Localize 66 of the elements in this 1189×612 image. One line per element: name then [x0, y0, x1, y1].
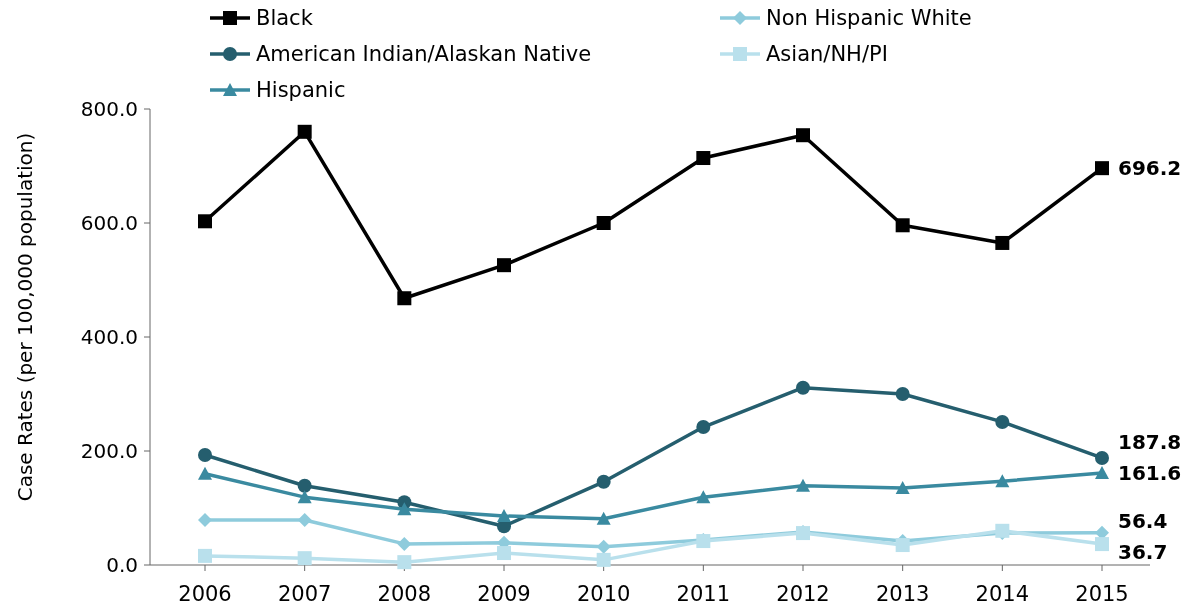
point: [995, 235, 1010, 250]
point: [198, 466, 212, 480]
data-label: 696.2: [1118, 156, 1182, 181]
y-tick-label: 200.0: [80, 439, 138, 463]
point: [297, 124, 312, 139]
point: [397, 502, 412, 516]
point: [596, 216, 611, 230]
point: [696, 420, 711, 435]
point: [397, 536, 412, 551]
point: [696, 151, 711, 166]
point: [596, 511, 611, 525]
data-label: 187.8: [1118, 429, 1182, 454]
point: [796, 380, 810, 395]
legend-label: American Indian/Alaskan Native: [256, 42, 592, 67]
x-tick-label: 2009: [477, 582, 531, 606]
legend-label: Hispanic: [256, 78, 346, 103]
data-label: 56.4: [1118, 508, 1168, 533]
point: [397, 291, 412, 306]
x-tick-label: 2015: [1075, 582, 1129, 606]
y-axis-title: Case Rates (per 100,000 population): [13, 132, 37, 502]
point: [596, 552, 611, 567]
legend-label: Non Hispanic White: [766, 6, 972, 31]
point: [796, 128, 810, 143]
y-tick-label: 0.0: [106, 553, 138, 577]
point: [297, 512, 312, 527]
point: [995, 474, 1010, 488]
point: [895, 218, 910, 233]
point: [895, 481, 910, 495]
x-tick-label: 2007: [277, 582, 332, 606]
point: [1095, 465, 1109, 479]
data-label: 36.7: [1118, 540, 1168, 565]
point: [895, 387, 910, 401]
point: [1095, 525, 1109, 540]
point: [198, 214, 212, 229]
point: [596, 539, 611, 554]
point: [596, 474, 611, 489]
x-tick-label: 2010: [576, 582, 631, 606]
point: [796, 478, 810, 492]
y-tick-label: 400.0: [80, 325, 138, 349]
point: [397, 555, 412, 570]
legend-label: Black: [256, 6, 314, 31]
y-tick-label: 800.0: [80, 97, 138, 121]
point: [995, 414, 1010, 429]
x-tick-label: 2012: [776, 582, 830, 606]
x-tick-label: 2013: [875, 582, 930, 606]
point: [696, 490, 711, 504]
x-tick-label: 2006: [178, 582, 232, 606]
point: [497, 258, 511, 273]
data-label: 161.6: [1118, 460, 1182, 485]
x-tick-label: 2008: [377, 582, 432, 606]
x-tick-label: 2014: [975, 582, 1030, 606]
point: [497, 546, 511, 561]
point: [198, 548, 212, 563]
x-tick-label: 2011: [676, 582, 731, 606]
point: [497, 508, 511, 522]
point: [895, 538, 910, 553]
point: [1095, 537, 1109, 552]
point: [198, 447, 212, 462]
point: [297, 490, 312, 504]
point: [297, 551, 312, 566]
legend-label: Asian/NH/PI: [766, 42, 888, 67]
point: [1095, 450, 1109, 465]
point: [198, 512, 212, 527]
y-tick-label: 600.0: [80, 211, 138, 235]
point: [1095, 161, 1109, 176]
point: [297, 478, 312, 493]
